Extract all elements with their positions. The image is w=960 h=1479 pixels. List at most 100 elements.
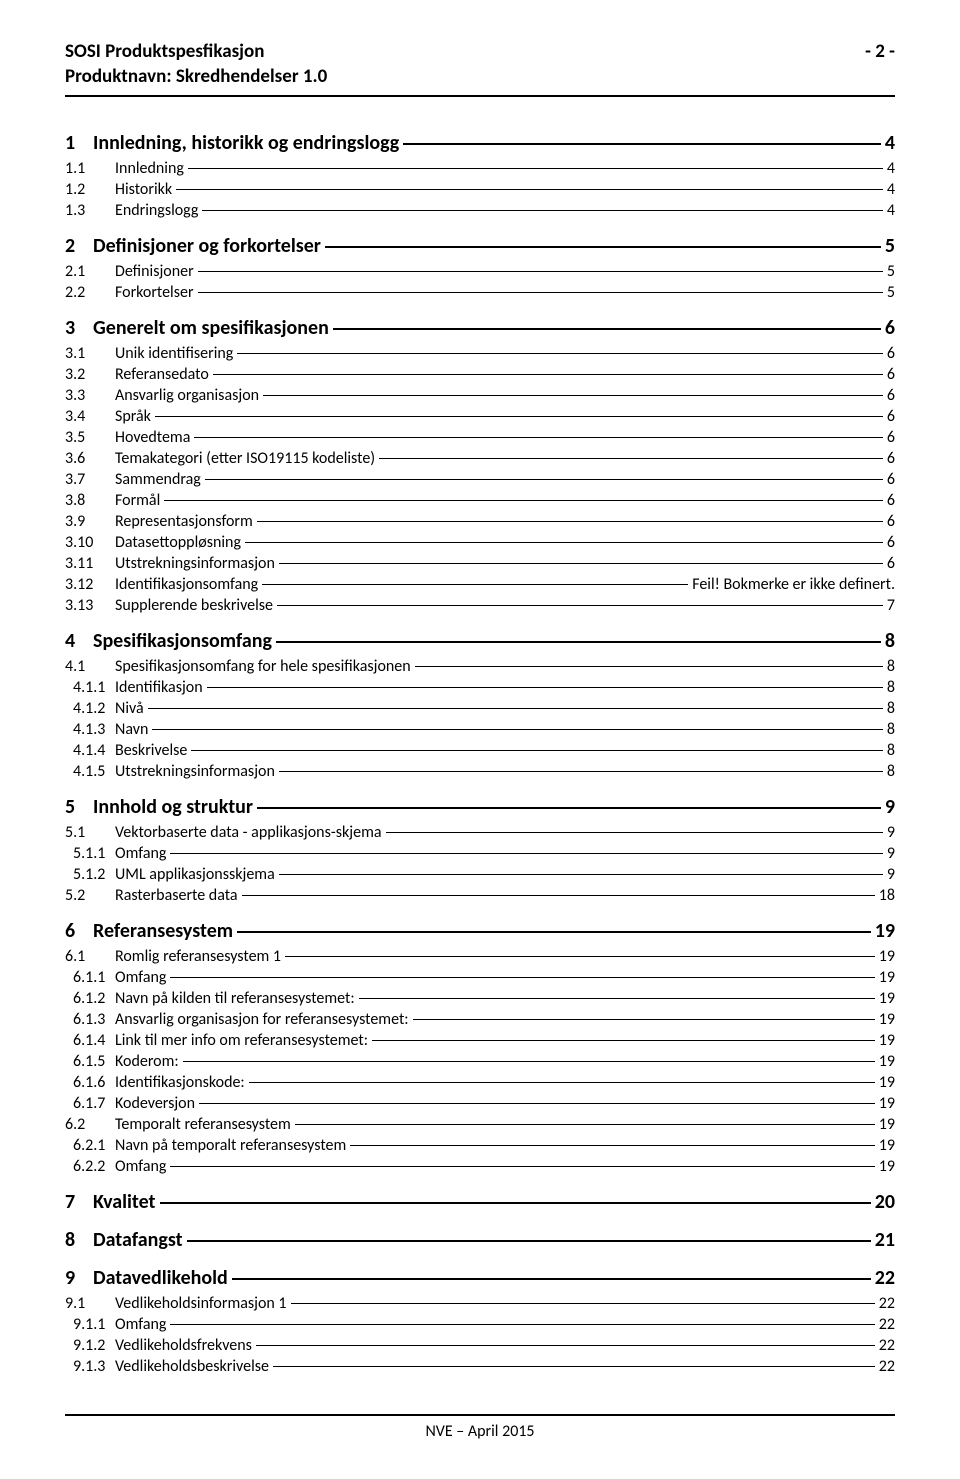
toc-entry-page: 19	[879, 1031, 895, 1050]
toc-entry-label: Referansedato	[115, 365, 209, 384]
toc-leader	[386, 832, 883, 833]
toc-entry-page: 8	[887, 678, 895, 697]
toc-entry: 5Innhold og struktur9	[65, 795, 895, 819]
toc-entry-label: Link til mer info om referansesystemet:	[115, 1031, 368, 1050]
toc-leader	[170, 853, 882, 854]
toc-entry-label: Språk	[115, 407, 151, 426]
toc-leader	[291, 1303, 875, 1304]
toc-entry-page: 6	[887, 344, 895, 363]
toc-entry-number: 4.1.4	[65, 741, 115, 760]
footer-text: NVE – April 2015	[65, 1422, 895, 1441]
toc-entry-number: 3.8	[65, 491, 115, 510]
toc-entry-page: 19	[879, 968, 895, 987]
toc-leader	[245, 542, 883, 543]
toc-entry-label: Omfang	[115, 1315, 166, 1334]
toc-entry-page: 6	[887, 449, 895, 468]
toc-entry-page: 9	[885, 795, 895, 819]
toc-leader	[379, 458, 883, 459]
toc-entry-number: 2.1	[65, 262, 115, 281]
toc-entry-label: Vedlikeholdsbeskrivelse	[115, 1357, 269, 1376]
toc-entry: 4.1.4Beskrivelse8	[65, 741, 895, 760]
toc-entry-page: 20	[875, 1190, 895, 1214]
toc-entry: 4Spesifikasjonsomfang8	[65, 629, 895, 653]
toc-entry: 3.7Sammendrag6	[65, 470, 895, 489]
toc-entry: 6.2.2Omfang19	[65, 1157, 895, 1176]
toc-entry-number: 3.12	[65, 575, 115, 594]
toc-entry-page: 18	[879, 886, 895, 905]
toc-entry-page: 19	[879, 947, 895, 966]
toc-leader	[170, 1166, 874, 1167]
toc-entry-number: 6.1.3	[65, 1010, 115, 1029]
toc-entry-label: Spesifikasjonsomfang	[93, 629, 272, 653]
toc-entry-page: 6	[887, 491, 895, 510]
toc-entry: 6.1.3Ansvarlig organisasjon for referans…	[65, 1010, 895, 1029]
toc-entry-label: Hovedtema	[115, 428, 190, 447]
toc-entry-label: Definisjoner og forkortelser	[93, 234, 321, 258]
toc-entry-label: Sammendrag	[115, 470, 201, 489]
toc-leader	[279, 563, 883, 564]
toc-leader	[295, 1124, 875, 1125]
toc-entry: 6.1.1Omfang19	[65, 968, 895, 987]
footer-rule	[65, 1414, 895, 1416]
toc-entry-number: 5	[65, 795, 93, 819]
toc-entry: 6.1Romlig referansesystem 1 19	[65, 947, 895, 966]
toc-leader	[257, 807, 881, 809]
toc-leader	[164, 500, 883, 501]
toc-entry-page: 4	[887, 201, 895, 220]
toc-entry: 3.5Hovedtema6	[65, 428, 895, 447]
toc-entry: 3.13Supplerende beskrivelse7	[65, 596, 895, 615]
toc-entry-label: Vedlikeholdsfrekvens	[115, 1336, 252, 1355]
toc-entry-label: Representasjonsform	[115, 512, 253, 531]
toc-entry-page: 6	[887, 554, 895, 573]
toc-entry-number: 3.2	[65, 365, 115, 384]
toc-leader	[413, 1019, 875, 1020]
toc-entry-number: 2	[65, 234, 93, 258]
toc-entry-label: Navn på kilden til referansesystemet:	[115, 989, 355, 1008]
toc-entry-page: 6	[887, 386, 895, 405]
toc-entry-label: Omfang	[115, 1157, 166, 1176]
toc-entry-label: Temakategori (etter ISO19115 kodeliste)	[115, 449, 375, 468]
toc-leader	[198, 292, 883, 293]
toc-entry: 9Datavedlikehold22	[65, 1266, 895, 1290]
toc-entry: 5.1.1Omfang9	[65, 844, 895, 863]
toc-entry-page: 9	[887, 865, 895, 884]
toc-entry-number: 3.11	[65, 554, 115, 573]
toc-entry: 4.1Spesifikasjonsomfang for hele spesifi…	[65, 657, 895, 676]
toc-leader	[256, 1345, 875, 1346]
toc-leader	[199, 1103, 875, 1104]
toc-entry: 6Referansesystem19	[65, 919, 895, 943]
toc-entry-label: Identifikasjonskode:	[115, 1073, 245, 1092]
toc-entry-label: Romlig referansesystem 1	[115, 947, 281, 966]
toc-entry-page: 6	[887, 512, 895, 531]
toc-leader	[285, 956, 875, 957]
toc-leader	[325, 246, 881, 248]
toc-entry: 9.1.3Vedlikeholdsbeskrivelse22	[65, 1357, 895, 1376]
toc-entry: 5.2Rasterbaserte data18	[65, 886, 895, 905]
toc-entry-label: Beskrivelse	[115, 741, 187, 760]
toc-entry: 3.9Representasjonsform6	[65, 512, 895, 531]
header-left: SOSI Produktspesfikasjon Produktnavn: Sk…	[65, 40, 327, 89]
toc-leader	[333, 328, 881, 330]
toc-entry: 6.1.2Navn på kilden til referansesysteme…	[65, 989, 895, 1008]
toc-entry: 1.1Innledning4	[65, 159, 895, 178]
toc-entry-page: 5	[887, 262, 895, 281]
toc-entry: 3.2Referansedato6	[65, 365, 895, 384]
toc-entry-page: Feil! Bokmerke er ikke definert.	[692, 575, 895, 594]
toc-entry-label: Rasterbaserte data	[115, 886, 238, 905]
toc-entry-number: 8	[65, 1228, 93, 1252]
toc-entry-label: Formål	[115, 491, 160, 510]
toc-entry-page: 21	[875, 1228, 895, 1252]
toc-entry-number: 5.1	[65, 823, 115, 842]
toc-leader	[152, 729, 883, 730]
toc-entry-number: 2.2	[65, 283, 115, 302]
toc-leader	[207, 687, 883, 688]
toc-entry: 3.6Temakategori (etter ISO19115 kodelist…	[65, 449, 895, 468]
toc-entry-label: Identifikasjonsomfang	[115, 575, 258, 594]
toc-entry-page: 8	[887, 657, 895, 676]
toc-entry-page: 8	[885, 629, 895, 653]
toc-entry-number: 6.1	[65, 947, 115, 966]
toc-entry-label: Navn	[115, 720, 148, 739]
toc-entry-number: 3.5	[65, 428, 115, 447]
toc-entry-page: 5	[885, 234, 895, 258]
toc-entry: 6.2Temporalt referansesystem19	[65, 1115, 895, 1134]
